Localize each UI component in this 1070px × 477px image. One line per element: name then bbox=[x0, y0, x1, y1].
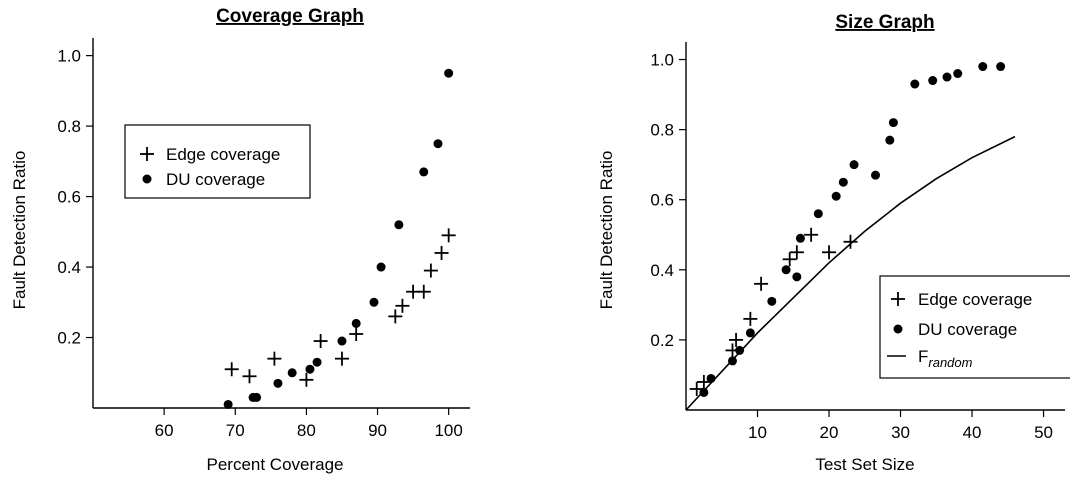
edge-coverage-point bbox=[782, 252, 797, 267]
legend-box bbox=[879, 275, 1070, 379]
x-tick-label: 30 bbox=[891, 423, 910, 442]
edge-coverage-point bbox=[224, 362, 239, 377]
du-coverage-point bbox=[838, 177, 848, 187]
edge-coverage-point bbox=[754, 276, 769, 291]
du-coverage-point bbox=[928, 76, 938, 86]
y-tick-label: 1.0 bbox=[57, 47, 81, 66]
du-coverage-point bbox=[273, 378, 283, 388]
du-coverage-point bbox=[433, 139, 443, 149]
du-coverage-point bbox=[910, 79, 920, 89]
du-coverage-point bbox=[312, 357, 322, 367]
legend-label: Edge coverage bbox=[166, 145, 280, 164]
edge-coverage-point bbox=[349, 327, 364, 341]
du-coverage-point bbox=[699, 387, 709, 397]
edge-coverage-point bbox=[299, 372, 314, 387]
du-coverage-point bbox=[953, 69, 963, 79]
edge-coverage-point bbox=[804, 227, 819, 242]
du-coverage-point bbox=[287, 368, 297, 378]
du-coverage-point bbox=[419, 167, 429, 177]
edge-coverage-point bbox=[743, 311, 758, 326]
legend-label-subscript: random bbox=[928, 355, 972, 370]
x-tick-label: 60 bbox=[155, 421, 174, 440]
legend-dot-marker bbox=[893, 324, 903, 334]
du-coverage-point bbox=[444, 68, 454, 78]
edge-coverage-point bbox=[334, 351, 349, 366]
legend: Edge coverage DU coverage Frandom bbox=[879, 275, 1070, 379]
y-tick-label: 0.2 bbox=[57, 329, 81, 348]
legend-label: Edge coverage bbox=[918, 290, 1032, 309]
edge-coverage-point bbox=[388, 309, 403, 324]
legend-label-main: F bbox=[918, 347, 928, 366]
du-coverage-point bbox=[888, 118, 898, 128]
x-axis-label: Test Set Size bbox=[815, 455, 914, 474]
du-coverage-point bbox=[781, 265, 791, 275]
y-axis-label: Fault Detection Ratio bbox=[10, 151, 29, 310]
edge-coverage-point bbox=[789, 245, 804, 260]
du-coverage-point bbox=[351, 318, 361, 328]
y-tick-label: 0.4 bbox=[650, 261, 674, 280]
du-coverage-point bbox=[305, 364, 315, 374]
y-tick-label: 0.4 bbox=[57, 258, 81, 277]
du-coverage-point bbox=[337, 336, 347, 346]
du-coverage-point bbox=[792, 272, 802, 282]
y-tick-label: 1.0 bbox=[650, 51, 674, 70]
f-random-line bbox=[685, 135, 1016, 411]
du-coverage-point bbox=[795, 233, 805, 243]
y-tick-label: 0.6 bbox=[57, 188, 81, 207]
legend-label: DU coverage bbox=[166, 170, 265, 189]
edge-coverage-point bbox=[822, 245, 837, 260]
du-coverage-point bbox=[849, 160, 859, 170]
du-coverage-point bbox=[813, 209, 823, 219]
du-coverage-point bbox=[735, 345, 745, 355]
du-coverage-point bbox=[767, 296, 777, 306]
du-coverage-point bbox=[252, 392, 262, 402]
edge-coverage-point bbox=[313, 334, 328, 349]
x-tick-label: 50 bbox=[1034, 423, 1053, 442]
edge-coverage-point bbox=[395, 298, 410, 313]
edge-coverage-point bbox=[441, 228, 456, 243]
edge-coverage-point bbox=[416, 284, 431, 299]
x-tick-label: 80 bbox=[297, 421, 316, 440]
legend-label: Frandom bbox=[918, 347, 973, 370]
x-axis-label: Percent Coverage bbox=[206, 455, 343, 474]
du-coverage-point bbox=[871, 170, 880, 180]
x-tick-label: 10 bbox=[748, 423, 767, 442]
legend-label: DU coverage bbox=[918, 320, 1017, 339]
x-tick-label: 100 bbox=[434, 421, 462, 440]
du-coverage-point bbox=[223, 399, 233, 409]
edge-coverage-point bbox=[423, 263, 438, 278]
x-tick-label: 90 bbox=[368, 421, 387, 440]
legend-box bbox=[124, 124, 311, 199]
y-tick-label: 0.8 bbox=[57, 117, 81, 136]
x-tick-label: 40 bbox=[963, 423, 982, 442]
du-coverage-point bbox=[369, 297, 379, 307]
y-tick-label: 0.6 bbox=[650, 191, 674, 210]
y-tick-label: 0.2 bbox=[650, 331, 674, 350]
du-coverage-point bbox=[394, 220, 404, 230]
x-tick-label: 20 bbox=[820, 423, 839, 442]
x-tick-label: 70 bbox=[226, 421, 245, 440]
du-coverage-point bbox=[942, 72, 952, 82]
coverage-graph: Coverage Graph Fault Detection Ratio Per… bbox=[10, 6, 470, 474]
du-coverage-point bbox=[831, 191, 841, 201]
edge-coverage-point bbox=[729, 332, 744, 347]
size-graph: Size Graph Fault Detection Ratio Test Se… bbox=[597, 12, 1070, 474]
chart-title: Size Graph bbox=[835, 12, 934, 33]
du-coverage-point bbox=[978, 62, 988, 72]
legend-dot-marker bbox=[142, 174, 152, 184]
edge-coverage-point bbox=[267, 351, 282, 366]
du-coverage-point bbox=[745, 328, 755, 338]
du-coverage-point bbox=[376, 262, 386, 272]
y-tick-label: 0.8 bbox=[650, 121, 674, 140]
y-axis-label: Fault Detection Ratio bbox=[597, 151, 616, 310]
du-coverage-point bbox=[885, 135, 895, 145]
edge-coverage-point bbox=[242, 369, 257, 384]
edge-coverage-point bbox=[434, 245, 449, 260]
legend: Edge coverage DU coverage bbox=[124, 124, 311, 199]
du-coverage-point bbox=[996, 62, 1006, 72]
edge-coverage-point bbox=[843, 234, 858, 249]
chart-title: Coverage Graph bbox=[216, 6, 364, 27]
